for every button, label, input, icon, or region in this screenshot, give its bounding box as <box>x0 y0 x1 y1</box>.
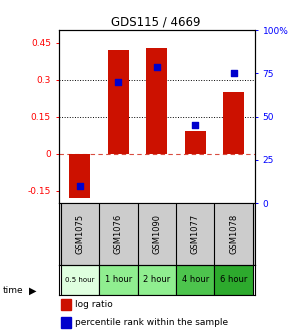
Bar <box>99 265 137 295</box>
Bar <box>223 92 244 154</box>
Bar <box>146 47 167 154</box>
Text: 2 hour: 2 hour <box>143 276 171 285</box>
Text: GSM1078: GSM1078 <box>229 214 238 254</box>
Text: 1 hour: 1 hour <box>105 276 132 285</box>
Text: 4 hour: 4 hour <box>182 276 209 285</box>
Bar <box>137 265 176 295</box>
Text: GSM1075: GSM1075 <box>75 214 84 254</box>
Point <box>231 71 236 76</box>
Point <box>154 64 159 69</box>
Bar <box>69 154 90 198</box>
Text: log ratio: log ratio <box>75 300 113 309</box>
Point <box>193 123 197 128</box>
Text: 0.5 hour: 0.5 hour <box>65 277 95 283</box>
Text: GSM1076: GSM1076 <box>114 214 123 254</box>
Bar <box>176 265 214 295</box>
Bar <box>61 299 71 310</box>
Point <box>77 183 82 188</box>
Text: GDS115 / 4669: GDS115 / 4669 <box>110 15 200 28</box>
Bar <box>61 318 71 328</box>
Text: GSM1077: GSM1077 <box>191 214 200 254</box>
Point <box>116 79 121 85</box>
Bar <box>214 265 253 295</box>
Bar <box>108 50 129 154</box>
Text: time: time <box>3 286 23 295</box>
Text: ▶: ▶ <box>29 286 37 296</box>
Bar <box>185 131 206 154</box>
Bar <box>61 265 99 295</box>
Text: 6 hour: 6 hour <box>220 276 247 285</box>
Text: percentile rank within the sample: percentile rank within the sample <box>75 318 229 327</box>
Text: GSM1090: GSM1090 <box>152 214 161 254</box>
